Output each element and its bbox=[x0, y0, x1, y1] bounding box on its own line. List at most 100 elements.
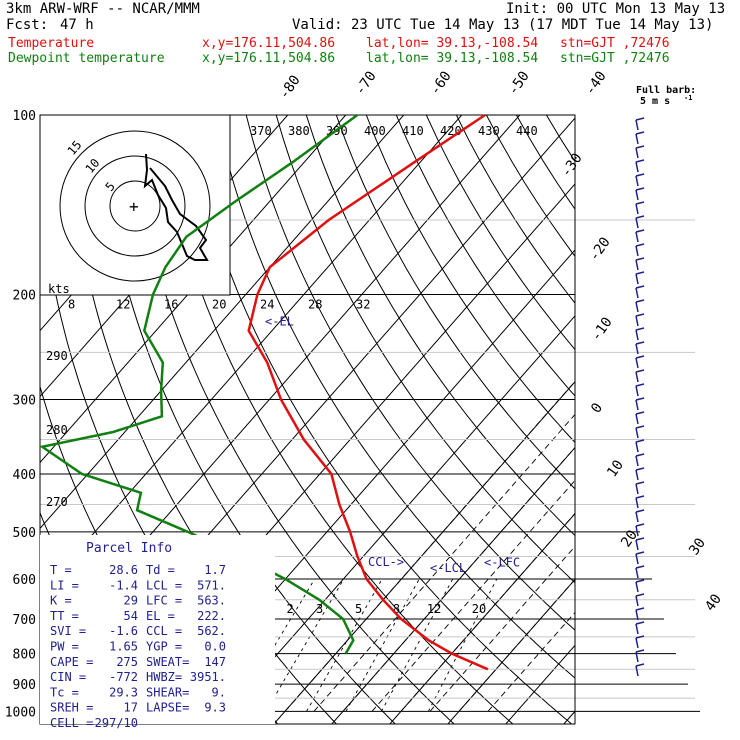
isotherm-label: 40 bbox=[702, 591, 725, 614]
diagram-frame bbox=[39, 114, 576, 725]
isotherm-line bbox=[40, 115, 405, 530]
wind-barb bbox=[635, 539, 639, 551]
parcel-row-value: 28.6 bbox=[109, 563, 138, 577]
wind-barb bbox=[635, 217, 639, 229]
wind-barb bbox=[635, 119, 639, 131]
wind-barb bbox=[635, 273, 639, 285]
wind-barb-flag bbox=[635, 299, 645, 303]
wind-barb-flag bbox=[635, 159, 645, 163]
parcel-row-label: SHEAR= bbox=[146, 685, 189, 699]
parcel-row-value: 0.0 bbox=[204, 640, 226, 654]
wind-barb-flag bbox=[635, 509, 645, 513]
speed-label: 16 bbox=[164, 298, 178, 312]
isotherm-label: -30 bbox=[558, 150, 586, 180]
wind-barb-flag bbox=[635, 327, 645, 331]
parcel-row-label: TT = bbox=[50, 609, 79, 623]
dewpoint-profile bbox=[39, 113, 359, 655]
wind-barb bbox=[635, 343, 639, 355]
moist-adiabat bbox=[458, 578, 575, 712]
isotherm-label: -50 bbox=[505, 68, 533, 98]
theta-label: 380 bbox=[288, 124, 310, 138]
wind-barb-flag bbox=[635, 313, 645, 317]
hodograph-ring bbox=[84, 155, 186, 257]
mixing-ratio-label: 12 bbox=[427, 602, 441, 616]
wind-barb bbox=[635, 203, 639, 215]
wind-barb-flag bbox=[635, 635, 645, 639]
parcel-row-label: T = bbox=[50, 563, 72, 577]
wind-barb-flag bbox=[635, 369, 645, 373]
wind-barb-flag bbox=[635, 117, 645, 121]
pressure-label: 900 bbox=[13, 678, 36, 693]
wind-barb-flag bbox=[635, 593, 645, 597]
mixing-ratio-label: 3 bbox=[316, 602, 323, 616]
parcel-row-value: 1.65 bbox=[109, 640, 138, 654]
isotherm-line bbox=[273, 381, 575, 724]
speed-label: 12 bbox=[116, 298, 130, 312]
parcel-row-label: LI = bbox=[50, 578, 79, 592]
theta-label: 370 bbox=[250, 124, 272, 138]
lcl-marker: <-LCL bbox=[430, 561, 466, 575]
wind-barb-column bbox=[635, 117, 645, 677]
moist-adiabat bbox=[371, 479, 575, 712]
wind-barb bbox=[635, 147, 639, 159]
parcel-row-label: SWEAT= bbox=[146, 655, 189, 669]
wind-barb bbox=[635, 357, 639, 369]
wind-barb-flag bbox=[635, 411, 645, 415]
pressure-label: 400 bbox=[13, 468, 36, 483]
isotherm-label: 30 bbox=[686, 535, 709, 558]
wind-barb bbox=[635, 581, 639, 593]
wind-barb-flag bbox=[635, 607, 645, 611]
isotherm-line bbox=[389, 512, 575, 724]
pressure-label: 700 bbox=[13, 613, 36, 628]
parcel-row-value: 3951. bbox=[190, 670, 226, 684]
moist-adiabat bbox=[429, 545, 575, 712]
wind-barb bbox=[635, 371, 639, 383]
wind-barb-flag bbox=[635, 397, 645, 401]
parcel-row-value: 563. bbox=[197, 594, 226, 608]
wind-barb-flag bbox=[635, 579, 645, 583]
speed-label: 24 bbox=[260, 298, 274, 312]
temperature-station: stn=GJT ,72476 bbox=[560, 36, 670, 51]
theta-label: 430 bbox=[478, 124, 500, 138]
parcel-row-label: K = bbox=[50, 594, 72, 608]
wind-barb-flag bbox=[635, 495, 645, 499]
hodograph-trace bbox=[143, 153, 209, 261]
theta-label-left: 290 bbox=[46, 349, 68, 363]
wind-barb bbox=[635, 469, 639, 481]
wind-barb bbox=[635, 399, 639, 411]
parcel-row-label: EL = bbox=[146, 609, 175, 623]
parcel-row-label: LCL = bbox=[146, 578, 182, 592]
isotherm-label: -40 bbox=[582, 68, 610, 98]
wind-barb-flag bbox=[635, 257, 645, 261]
parcel-row-value: 1.7 bbox=[204, 563, 226, 577]
isotherm-line bbox=[40, 115, 347, 464]
isotherm-label: 0 bbox=[588, 400, 606, 416]
parcel-row-value: 29 bbox=[124, 594, 138, 608]
wind-barb bbox=[635, 511, 639, 523]
hodograph-ring bbox=[109, 180, 161, 232]
isotherm-line bbox=[505, 644, 575, 724]
wind-barb-flag bbox=[635, 173, 645, 177]
wind-barb-flag bbox=[635, 523, 645, 527]
wind-barb bbox=[635, 315, 639, 327]
mixing-ratio-label: 2 bbox=[286, 602, 293, 616]
temperature-legend: Temperature bbox=[8, 36, 95, 51]
speed-label: 20 bbox=[212, 298, 226, 312]
dry-adiabat bbox=[125, 115, 455, 724]
temperature-xy: x,y=176.11,504.86 bbox=[202, 36, 336, 51]
dewpoint-xy: x,y=176.11,504.86 bbox=[202, 51, 336, 66]
wind-barb-flag bbox=[635, 565, 645, 569]
isotherm-label: -10 bbox=[588, 314, 616, 344]
mixing-ratio-label: 8 bbox=[393, 602, 400, 616]
ccl-marker: CCL-> bbox=[368, 555, 404, 569]
parcel-row-label: CIN = bbox=[50, 670, 86, 684]
wind-barb bbox=[635, 483, 639, 495]
wind-barb bbox=[635, 637, 639, 649]
parcel-row-value: 275 bbox=[116, 655, 138, 669]
parcel-row-label: Tc = bbox=[50, 685, 79, 699]
mixing-ratio-label: 5 bbox=[355, 602, 362, 616]
parcel-row-value: -1.6 bbox=[109, 624, 138, 638]
wind-barb bbox=[635, 287, 639, 299]
parcel-row-value: 562. bbox=[197, 624, 226, 638]
